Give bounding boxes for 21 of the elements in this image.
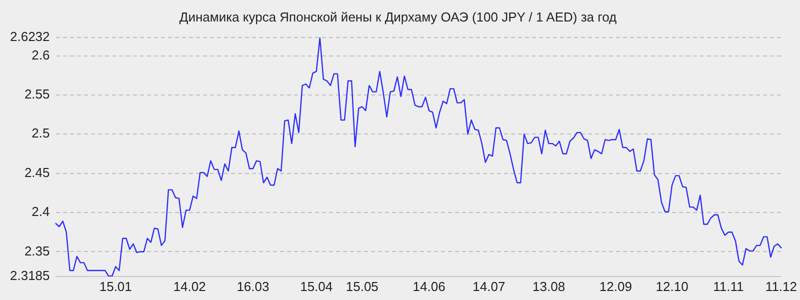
- x-tick-label: 16.03: [236, 278, 270, 294]
- x-tick-label: 14.06: [412, 278, 446, 294]
- y-tick-label: 2.55: [24, 86, 50, 102]
- x-tick-label: 15.01: [99, 278, 132, 294]
- y-tick-label: 2.35: [24, 243, 50, 258]
- y-tick-label: 2.5: [32, 126, 50, 141]
- chart-title: Динамика курса Японской йены к Дирхаму ОАЭ (100 JPY / 1 AED) за год: [179, 9, 618, 24]
- x-tick-label: 12.10: [656, 278, 688, 294]
- y-tick-label: 2.3185: [10, 268, 50, 283]
- x-tick-label: 13.08: [532, 278, 566, 294]
- x-tick-label: 14.07: [472, 278, 506, 294]
- x-tick-label: 11.11: [713, 278, 744, 294]
- x-tick-label: 11.12: [765, 278, 798, 294]
- y-tick-label: 2.6: [32, 47, 50, 62]
- y-tick-label: 2.4: [32, 204, 50, 220]
- y-tick-label: 2.45: [24, 164, 50, 180]
- x-tick-label: 14.02: [173, 278, 206, 294]
- x-tick-label: 15.04: [300, 278, 333, 294]
- y-tick-label: 2.6232: [10, 29, 50, 44]
- x-tick-label: 12.09: [599, 278, 632, 294]
- x-tick-label: 15.05: [346, 278, 378, 294]
